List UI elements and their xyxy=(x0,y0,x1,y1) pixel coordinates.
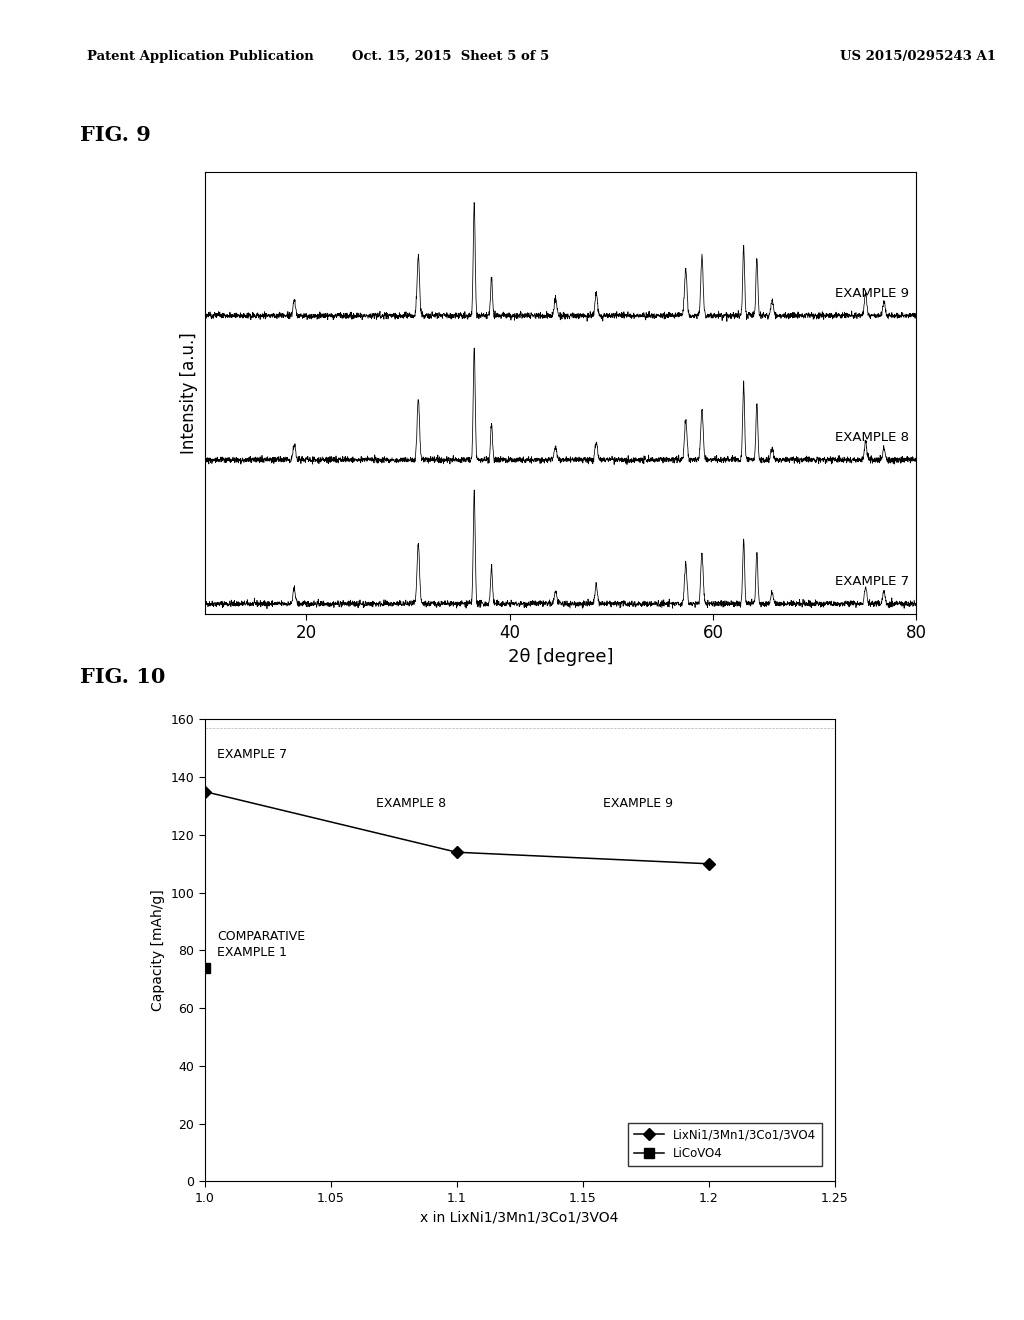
Text: EXAMPLE 8: EXAMPLE 8 xyxy=(376,797,446,810)
Legend: LixNi1/3Mn1/3Co1/3VO4, LiCoVO4: LixNi1/3Mn1/3Co1/3VO4, LiCoVO4 xyxy=(629,1122,822,1167)
Text: EXAMPLE 9: EXAMPLE 9 xyxy=(836,286,909,300)
LixNi1/3Mn1/3Co1/3VO4 xyxy=(702,855,715,871)
Text: US 2015/0295243 A1: US 2015/0295243 A1 xyxy=(840,50,995,63)
X-axis label: x in LixNi1/3Mn1/3Co1/3VO4: x in LixNi1/3Mn1/3Co1/3VO4 xyxy=(421,1210,618,1225)
LixNi1/3Mn1/3Co1/3VO4 xyxy=(451,845,463,861)
Text: COMPARATIVE
EXAMPLE 1: COMPARATIVE EXAMPLE 1 xyxy=(217,931,305,960)
LixNi1/3Mn1/3Co1/3VO4 xyxy=(199,784,211,800)
Text: EXAMPLE 8: EXAMPLE 8 xyxy=(836,430,909,444)
Text: EXAMPLE 7: EXAMPLE 7 xyxy=(217,748,288,762)
Y-axis label: Intensity [a.u.]: Intensity [a.u.] xyxy=(180,331,198,454)
Text: Patent Application Publication: Patent Application Publication xyxy=(87,50,313,63)
Text: Oct. 15, 2015  Sheet 5 of 5: Oct. 15, 2015 Sheet 5 of 5 xyxy=(352,50,549,63)
Text: EXAMPLE 7: EXAMPLE 7 xyxy=(836,574,909,587)
X-axis label: 2θ [degree]: 2θ [degree] xyxy=(508,648,613,665)
Text: FIG. 10: FIG. 10 xyxy=(80,667,165,686)
Text: FIG. 9: FIG. 9 xyxy=(80,125,151,145)
Text: EXAMPLE 9: EXAMPLE 9 xyxy=(603,797,673,810)
Line: LixNi1/3Mn1/3Co1/3VO4: LixNi1/3Mn1/3Co1/3VO4 xyxy=(201,787,713,869)
Y-axis label: Capacity [mAh/g]: Capacity [mAh/g] xyxy=(151,890,165,1011)
